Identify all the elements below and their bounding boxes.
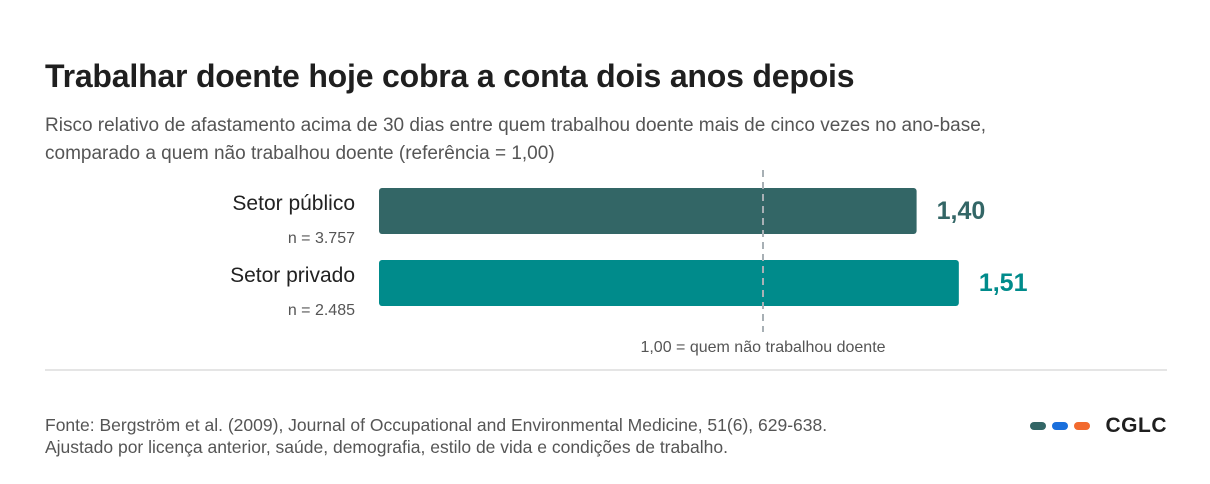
value-label-1: 1,51 [979, 269, 1028, 297]
bar-chart: Setor público n = 3.757 1,40 Setor privado n… [230, 170, 1028, 356]
source-text: Fonte: Bergström et al. (2009), Journal … [45, 415, 828, 435]
category-label-0: Setor público [232, 192, 355, 215]
brand-dot-3 [1073, 422, 1090, 430]
brand-name: CGLC [1105, 414, 1167, 437]
chart-title: Trabalhar doente hoje cobra a conta dois… [45, 58, 855, 94]
brand-dot-1 [1029, 422, 1046, 430]
brand-dot-2 [1051, 422, 1068, 430]
sample-size-label-1: n = 2.485 [288, 302, 355, 319]
divider [45, 369, 1167, 371]
note-text: Ajustado por licença anterior, saúde, de… [45, 437, 728, 457]
reference-label: 1,00 = quem não trabalhou doente [640, 339, 885, 356]
chart-subtitle: Risco relativo de afastamento acima de 3… [45, 115, 987, 164]
category-label-1: Setor privado [230, 264, 355, 287]
footer: Fonte: Bergström et al. (2009), Journal … [45, 414, 827, 458]
sample-size-label-0: n = 3.757 [288, 230, 355, 247]
brand-logo: CGLC [1029, 414, 1168, 438]
bar-1 [379, 260, 959, 306]
bar-0 [379, 188, 917, 234]
value-label-0: 1,40 [937, 197, 986, 225]
